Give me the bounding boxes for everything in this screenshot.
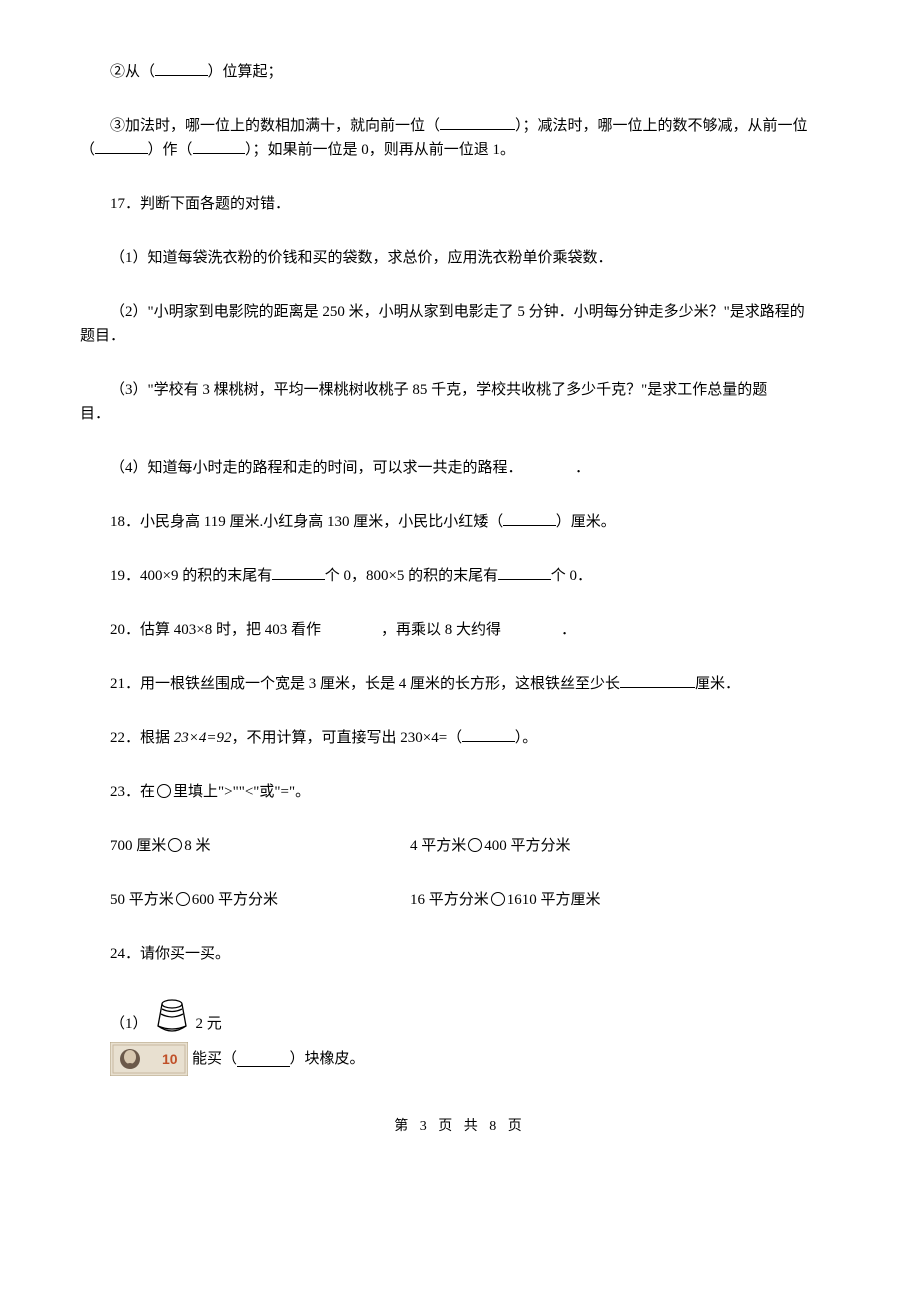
q16-part2: ②从（ ）位算起； [80,60,840,84]
blank [95,139,148,154]
blank [193,139,246,154]
q23-r1c1a: 700 厘米 [110,838,166,854]
q16-2-suffix: ）位算起； [208,64,283,80]
q19: 19．400×9 的积的末尾有 个 0，800×5 的积的末尾有 个 0． [80,564,840,588]
q16-2-prefix: ②从（ [110,64,155,80]
q22-b: ，不用计算，可直接写出 230×4=（ [232,730,463,746]
blank [237,1052,290,1067]
circle-icon [491,892,505,906]
q16-part3: ③加法时，哪一位上的数相加满十，就向前一位（ ）；减法时，哪一位上的数不够减，从前… [80,114,840,162]
q16-3-mid: ）作（ [148,142,193,158]
eraser-icon [152,996,192,1036]
blank [155,61,208,76]
circle-icon [176,892,190,906]
q19-b: 个 0，800×5 的积的末尾有 [325,568,498,584]
q23-head-b: 里填上">""<"或"="。 [173,784,310,800]
q18-post: ）厘米。 [556,514,616,530]
q20: 20．估算 403×8 时，把 403 看作 ，再乘以 8 大约得 ． [80,618,840,642]
q17-item1: （1）知道每袋洗衣粉的价钱和买的袋数，求总价，应用洗衣粉单价乘袋数． [80,246,840,270]
q24-item1-price: 2 元 [196,1012,222,1036]
q16-3-l2: ）；减法时，哪一位上的数不够减，从前一位 [515,118,808,134]
q24-head: 24．请你买一买。 [80,942,840,966]
circle-icon [168,838,182,852]
blank [498,565,551,580]
q16-3-l1: ③加法时，哪一位上的数相加满十，就向前一位（ [110,118,440,134]
q17-i3a: （3）"学校有 3 棵桃树，平均一棵桃树收桃子 85 千克，学校共收桃了多少千克… [80,378,840,402]
q24-line2b: ）块橡皮。 [290,1047,365,1071]
q24-item1: （1） 2 元 [80,996,840,1036]
q23-head: 23．在 里填上">""<"或"="。 [80,780,840,804]
q16-3-open: （ [80,142,95,158]
q23-r2c1b: 600 平方分米 [192,892,278,908]
page-footer: 第 3 页 共 8 页 [80,1116,840,1138]
svg-text:10: 10 [162,1051,178,1067]
q23-row2: 50 平方米 600 平方分米 16 平方分米 1610 平方厘米 [80,888,840,912]
q21-b: 厘米． [695,676,740,692]
q23-row1: 700 厘米 8 米 4 平方米 400 平方分米 [80,834,840,858]
q17-i2a: （2）"小明家到电影院的距离是 250 米，小明从家到电影走了 5 分钟．小明每… [80,300,840,324]
blank [272,565,325,580]
q21: 21．用一根铁丝围成一个宽是 3 厘米，长是 4 厘米的长方形，这根铁丝至少长 厘… [80,672,840,696]
q22-formula: 23×4=92 [174,730,232,746]
blank [620,673,695,688]
q18-pre: 18．小民身高 119 厘米.小红身高 130 厘米，小民比小红矮（ [110,514,503,530]
q17-item4: （4）知道每小时走的路程和走的时间，可以求一共走的路程． ． [80,456,840,480]
q17-i2b: 题目． [80,328,125,344]
q24-item1-pre: （1） [110,1012,148,1036]
q23-r1c1b: 8 米 [184,838,210,854]
q21-a: 21．用一根铁丝围成一个宽是 3 厘米，长是 4 厘米的长方形，这根铁丝至少长 [110,676,620,692]
circle-icon [468,838,482,852]
q17-item2: （2）"小明家到电影院的距离是 250 米，小明从家到电影走了 5 分钟．小明每… [80,300,840,348]
banknote-icon: 10 [110,1042,188,1076]
circle-icon [157,784,171,798]
q23-head-a: 23．在 [110,784,155,800]
blank [440,115,515,130]
q19-c: 个 0． [551,568,592,584]
q16-3-end: ）；如果前一位是 0，则再从前一位退 1。 [245,142,515,158]
q22-c: ）。 [515,730,538,746]
q24-line2: 10 能买（ ）块橡皮。 [80,1042,840,1076]
q23-r1c2b: 400 平方分米 [484,838,570,854]
q22-a: 22．根据 [110,730,174,746]
q22: 22．根据 23×4=92，不用计算，可直接写出 230×4=（ ）。 [80,726,840,750]
q17-i3b: 目． [80,406,110,422]
q19-a: 19．400×9 的积的末尾有 [110,568,272,584]
blank [503,511,556,526]
q24-line2a: 能买（ [192,1047,237,1071]
q17-head: 17．判断下面各题的对错． [80,192,840,216]
q18: 18．小民身高 119 厘米.小红身高 130 厘米，小民比小红矮（ ）厘米。 [80,510,840,534]
q23-r2c2a: 16 平方分米 [410,892,489,908]
q17-item3: （3）"学校有 3 棵桃树，平均一棵桃树收桃子 85 千克，学校共收桃了多少千克… [80,378,840,426]
blank [462,727,515,742]
q23-r1c2a: 4 平方米 [410,838,466,854]
q23-r2c2b: 1610 平方厘米 [507,892,601,908]
q23-r2c1a: 50 平方米 [110,892,174,908]
